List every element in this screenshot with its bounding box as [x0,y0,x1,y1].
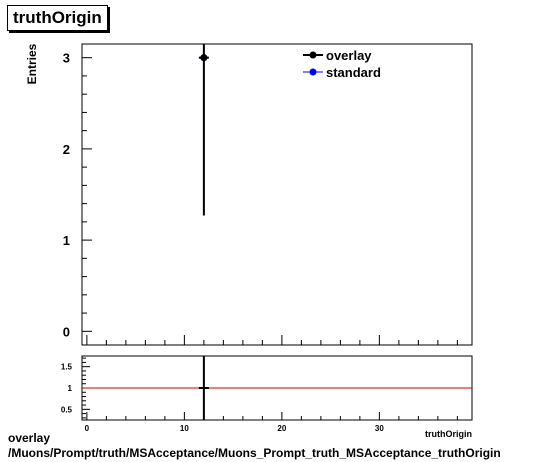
ratio-y-tick-label: 1.5 [61,363,73,372]
x-axis-title: truthOrigin [425,429,472,439]
y-tick-label: 0 [63,324,70,339]
footer-label: overlay [8,431,51,445]
x-tick-label: 10 [180,424,189,433]
x-tick-label: 0 [85,424,90,433]
y-axis-title: Entries [25,43,39,84]
ratio-y-tick-label: 0.5 [61,405,73,414]
legend-label: standard [326,65,381,80]
x-tick-label: 30 [375,424,384,433]
y-tick-label: 3 [63,51,70,66]
ratio-y-tick-label: 1 [68,384,73,393]
legend-marker [309,68,317,76]
footer-path: /Muons/Prompt/truth/MSAcceptance/Muons_P… [8,446,501,460]
overlay-data-point [200,54,208,62]
y-tick-label: 2 [63,142,70,157]
main-plot-frame [81,43,473,346]
legend-marker [309,51,317,59]
legend-label: overlay [326,48,372,63]
plot-title: truthOrigin [7,5,108,31]
y-tick-label: 1 [63,233,70,248]
x-tick-label: 20 [277,424,286,433]
